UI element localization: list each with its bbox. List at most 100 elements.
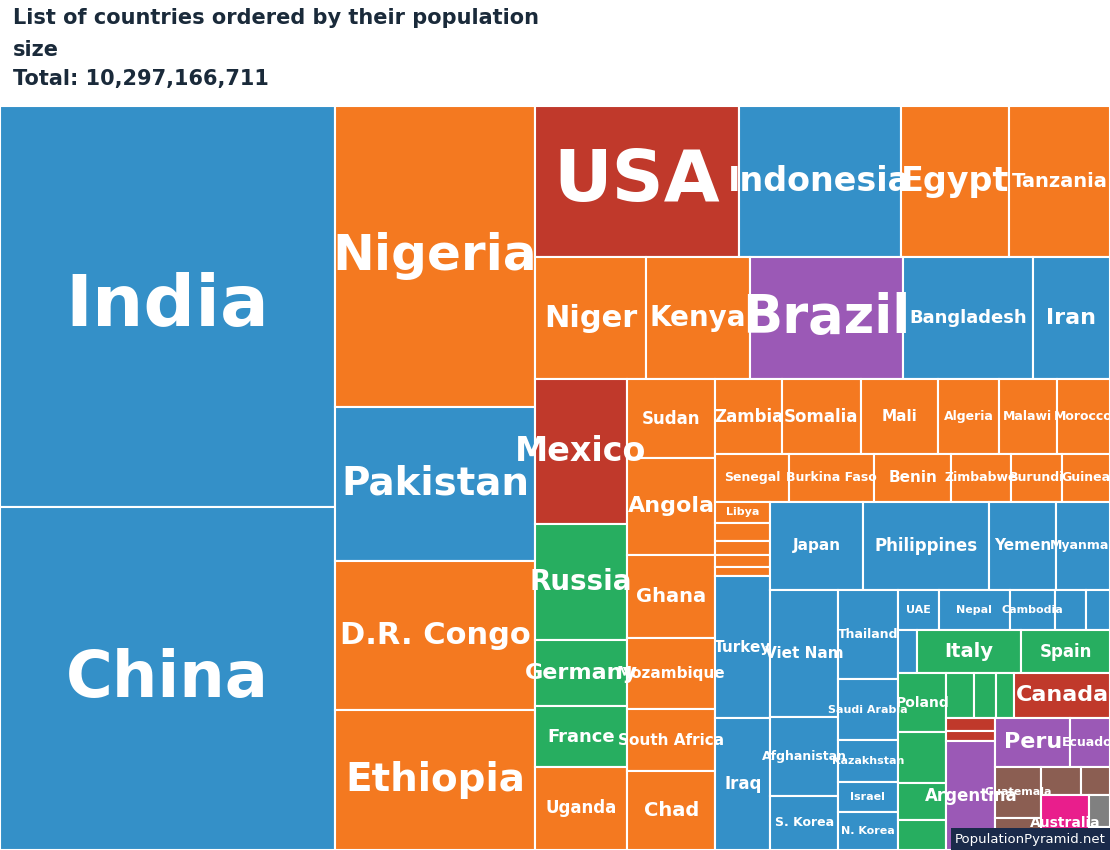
Text: Nepal: Nepal [957,605,992,615]
Bar [1009,106,1110,258]
Bar [838,679,898,740]
Bar [627,555,716,638]
Bar [770,717,838,796]
Text: Burkina Faso: Burkina Faso [786,471,877,484]
Bar [898,673,947,732]
Bar [1041,796,1089,850]
Bar [947,741,996,850]
Bar [996,767,1041,818]
Bar [1054,590,1086,630]
Bar [939,590,1010,630]
Text: Bangladesh: Bangladesh [909,309,1027,327]
Bar [738,106,900,258]
Text: Kenya: Kenya [649,304,746,332]
Bar [1070,717,1110,767]
Bar [951,454,1011,502]
Bar [716,541,770,556]
Text: Somalia: Somalia [784,407,858,426]
Text: List of countries ordered by their population: List of countries ordered by their popul… [13,8,539,29]
Text: Ethiopia: Ethiopia [345,761,525,799]
Bar [335,106,535,406]
Bar [716,502,770,523]
Bar [904,258,1032,379]
Text: Libya: Libya [726,507,759,517]
Bar [864,502,989,590]
Text: South Africa: South Africa [618,733,724,748]
Text: Senegal: Senegal [724,471,780,484]
Bar [1081,767,1110,796]
Text: Myanmar: Myanmar [1050,539,1110,552]
Bar [947,673,973,717]
Bar [0,106,335,507]
Bar [789,454,875,502]
Bar [1015,673,1110,717]
Bar [898,590,939,630]
Text: Indonesia: Indonesia [728,165,911,198]
Text: Angola: Angola [627,496,715,517]
Bar [996,673,1015,717]
Bar [989,502,1056,590]
Text: Philippines: Philippines [875,536,978,555]
Bar [838,812,898,850]
Bar [627,379,716,458]
Text: Brazil: Brazil [743,292,910,344]
Text: Yemen: Yemen [993,538,1051,553]
Text: Mexico: Mexico [515,435,647,468]
Bar [1056,502,1110,590]
Bar [535,767,627,850]
Text: Chad: Chad [644,802,699,820]
Text: D.R. Congo: D.R. Congo [340,620,531,650]
Bar [627,772,716,850]
Text: Zambia: Zambia [714,407,784,426]
Bar [973,673,996,717]
Bar [898,783,947,819]
Text: Total: 10,297,166,711: Total: 10,297,166,711 [13,69,270,89]
Bar [716,454,789,502]
Bar [1010,590,1054,630]
Text: Nigeria: Nigeria [333,232,537,280]
Bar [1089,796,1110,827]
Text: Benin: Benin [888,470,937,485]
Bar [770,502,864,590]
Bar [947,717,996,731]
Bar [716,576,770,718]
Bar [627,638,716,710]
Bar [770,796,838,850]
Bar [0,507,335,850]
Text: Algeria: Algeria [944,410,993,423]
Bar [900,106,1009,258]
Text: Iran: Iran [1047,309,1097,328]
Text: Iraq: Iraq [724,775,761,793]
Text: S. Korea: S. Korea [775,816,834,830]
Bar [716,379,781,454]
Text: PopulationPyramid.net: PopulationPyramid.net [955,833,1106,846]
Text: Ecuador: Ecuador [1061,736,1110,749]
Text: Canada: Canada [1016,685,1109,706]
Text: Malawi: Malawi [1003,410,1052,423]
Bar [999,379,1057,454]
Bar [335,561,535,710]
Bar [646,258,750,379]
Bar [535,379,627,524]
Text: Cambodia: Cambodia [1001,605,1063,615]
Bar [335,406,535,561]
Bar [1086,590,1110,630]
Text: USA: USA [554,147,720,216]
Text: Kazakhstan: Kazakhstan [831,756,904,766]
Text: Guinea: Guinea [1061,471,1110,484]
Text: India: India [65,272,270,341]
Bar [838,590,898,679]
Text: Uganda: Uganda [545,800,617,818]
Bar [750,258,904,379]
Text: Turkey: Turkey [714,640,771,655]
Text: Poland: Poland [896,695,949,710]
Text: Honduras: Honduras [988,829,1048,839]
Text: Zimbabwe: Zimbabwe [945,471,1017,484]
Bar [1089,827,1110,850]
Text: Japan: Japan [793,538,841,553]
Bar [838,781,898,812]
Text: Spain: Spain [1039,643,1091,660]
Bar [716,718,770,850]
Text: Sudan: Sudan [642,410,700,428]
Text: Israel: Israel [850,791,886,802]
